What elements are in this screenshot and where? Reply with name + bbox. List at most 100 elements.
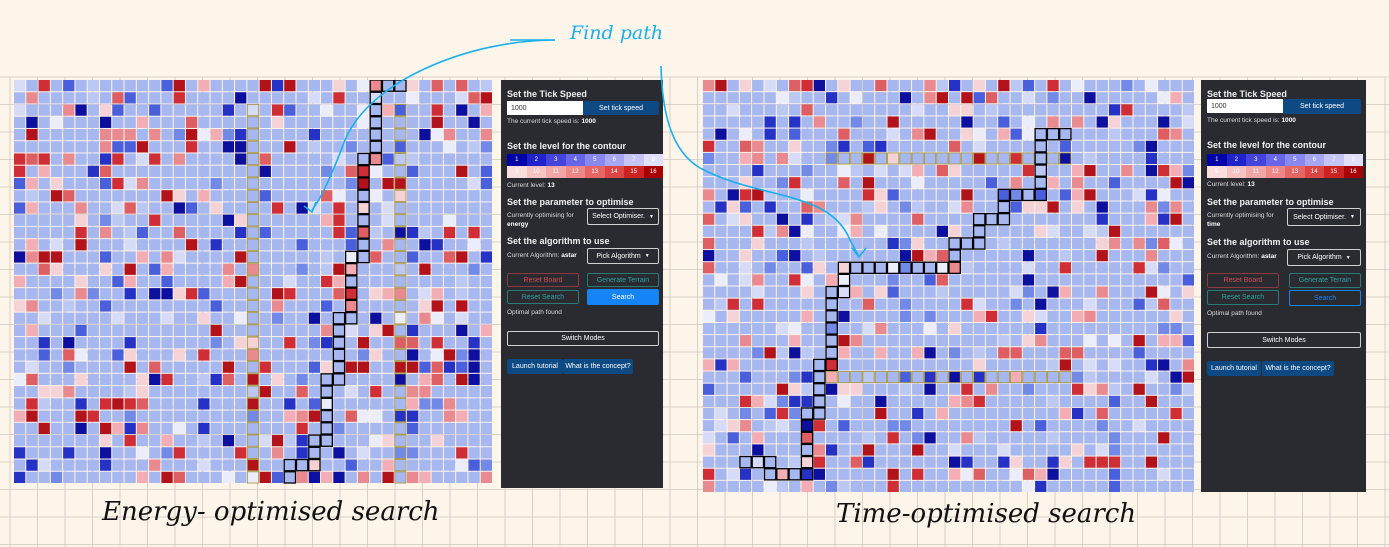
- terrain-cell[interactable]: [764, 152, 776, 165]
- terrain-cell[interactable]: [50, 251, 63, 263]
- terrain-cell[interactable]: [161, 214, 173, 226]
- terrain-cell[interactable]: [961, 383, 973, 395]
- terrain-cell[interactable]: [431, 337, 443, 349]
- terrain-cell[interactable]: [99, 288, 112, 300]
- terrain-cell[interactable]: [1022, 383, 1035, 395]
- contour-cell[interactable]: [246, 373, 260, 386]
- terrain-cell[interactable]: [715, 407, 727, 420]
- terrain-cell[interactable]: [1096, 201, 1108, 213]
- terrain-cell[interactable]: [1059, 250, 1071, 262]
- terrain-cell[interactable]: [480, 190, 492, 202]
- terrain-cell[interactable]: [1108, 213, 1121, 225]
- terrain-cell[interactable]: [887, 140, 899, 152]
- terrain-cell[interactable]: [370, 275, 382, 288]
- terrain-cell[interactable]: [173, 447, 185, 459]
- terrain-cell[interactable]: [826, 177, 838, 189]
- terrain-cell[interactable]: [198, 288, 210, 300]
- terrain-cell[interactable]: [801, 395, 813, 407]
- terrain-cell[interactable]: [198, 447, 210, 459]
- terrain-cell[interactable]: [210, 386, 222, 398]
- terrain-cell[interactable]: [99, 153, 112, 165]
- terrain-cell[interactable]: [173, 153, 185, 165]
- path-cell[interactable]: [283, 471, 297, 484]
- terrain-cell[interactable]: [50, 398, 63, 410]
- terrain-cell[interactable]: [764, 432, 776, 444]
- terrain-cell[interactable]: [727, 298, 739, 310]
- terrain-cell[interactable]: [468, 459, 480, 471]
- terrain-cell[interactable]: [14, 116, 26, 128]
- terrain-cell[interactable]: [715, 432, 727, 444]
- terrain-cell[interactable]: [985, 116, 998, 128]
- terrain-cell[interactable]: [961, 420, 973, 432]
- terrain-cell[interactable]: [1084, 92, 1096, 104]
- terrain-cell[interactable]: [862, 298, 875, 310]
- terrain-cell[interactable]: [124, 324, 136, 337]
- terrain-cell[interactable]: [185, 165, 198, 177]
- terrain-cell[interactable]: [703, 322, 715, 335]
- terrain-cell[interactable]: [1133, 420, 1145, 432]
- terrain-cell[interactable]: [912, 395, 924, 407]
- terrain-cell[interactable]: [198, 300, 210, 312]
- terrain-cell[interactable]: [87, 349, 99, 361]
- terrain-cell[interactable]: [456, 275, 468, 288]
- terrain-cell[interactable]: [813, 80, 825, 92]
- terrain-cell[interactable]: [136, 190, 149, 202]
- terrain-cell[interactable]: [480, 153, 492, 165]
- terrain-cell[interactable]: [936, 237, 948, 250]
- terrain-cell[interactable]: [1096, 310, 1108, 322]
- terrain-cell[interactable]: [26, 435, 38, 447]
- terrain-cell[interactable]: [26, 116, 38, 128]
- terrain-cell[interactable]: [14, 141, 26, 153]
- terrain-cell[interactable]: [961, 213, 973, 225]
- terrain-cell[interactable]: [899, 335, 912, 347]
- terrain-cell[interactable]: [973, 177, 985, 189]
- terrain-cell[interactable]: [752, 322, 764, 335]
- terrain-cell[interactable]: [468, 263, 480, 275]
- terrain-cell[interactable]: [370, 435, 382, 447]
- terrain-cell[interactable]: [271, 275, 284, 288]
- terrain-cell[interactable]: [259, 226, 271, 239]
- terrain-cell[interactable]: [850, 407, 862, 420]
- contour-cell[interactable]: [246, 410, 260, 423]
- terrain-cell[interactable]: [198, 337, 210, 349]
- terrain-cell[interactable]: [850, 456, 862, 468]
- terrain-cell[interactable]: [764, 359, 776, 371]
- terrain-cell[interactable]: [112, 239, 124, 251]
- contour-cell[interactable]: [837, 371, 851, 384]
- terrain-cell[interactable]: [739, 165, 752, 177]
- terrain-cell[interactable]: [912, 444, 924, 456]
- terrain-cell[interactable]: [1182, 262, 1194, 274]
- terrain-cell[interactable]: [1022, 322, 1035, 335]
- terrain-cell[interactable]: [370, 410, 382, 422]
- terrain-cell[interactable]: [1096, 237, 1108, 250]
- terrain-cell[interactable]: [14, 226, 26, 239]
- terrain-cell[interactable]: [75, 153, 87, 165]
- terrain-cell[interactable]: [739, 383, 752, 395]
- terrain-cell[interactable]: [1035, 250, 1047, 262]
- terrain-cell[interactable]: [14, 239, 26, 251]
- terrain-cell[interactable]: [1022, 128, 1035, 140]
- terrain-cell[interactable]: [63, 459, 75, 471]
- terrain-cell[interactable]: [899, 359, 912, 371]
- terrain-cell[interactable]: [899, 165, 912, 177]
- terrain-cell[interactable]: [370, 239, 382, 251]
- terrain-cell[interactable]: [235, 422, 247, 435]
- terrain-cell[interactable]: [284, 177, 296, 190]
- path-cell[interactable]: [1034, 188, 1048, 202]
- terrain-cell[interactable]: [764, 225, 776, 237]
- terrain-cell[interactable]: [862, 165, 875, 177]
- terrain-cell[interactable]: [370, 300, 382, 312]
- terrain-cell[interactable]: [38, 153, 50, 165]
- terrain-cell[interactable]: [752, 359, 764, 371]
- contour-cell[interactable]: [911, 152, 924, 165]
- terrain-cell[interactable]: [112, 177, 124, 190]
- terrain-cell[interactable]: [26, 288, 38, 300]
- terrain-cell[interactable]: [443, 447, 456, 459]
- terrain-cell[interactable]: [1133, 432, 1145, 444]
- path-cell[interactable]: [308, 434, 321, 447]
- terrain-cell[interactable]: [1145, 456, 1158, 468]
- terrain-cell[interactable]: [173, 239, 185, 251]
- terrain-cell[interactable]: [149, 165, 161, 177]
- terrain-cell[interactable]: [1108, 468, 1121, 480]
- contour-level-6[interactable]: 6: [1304, 154, 1324, 166]
